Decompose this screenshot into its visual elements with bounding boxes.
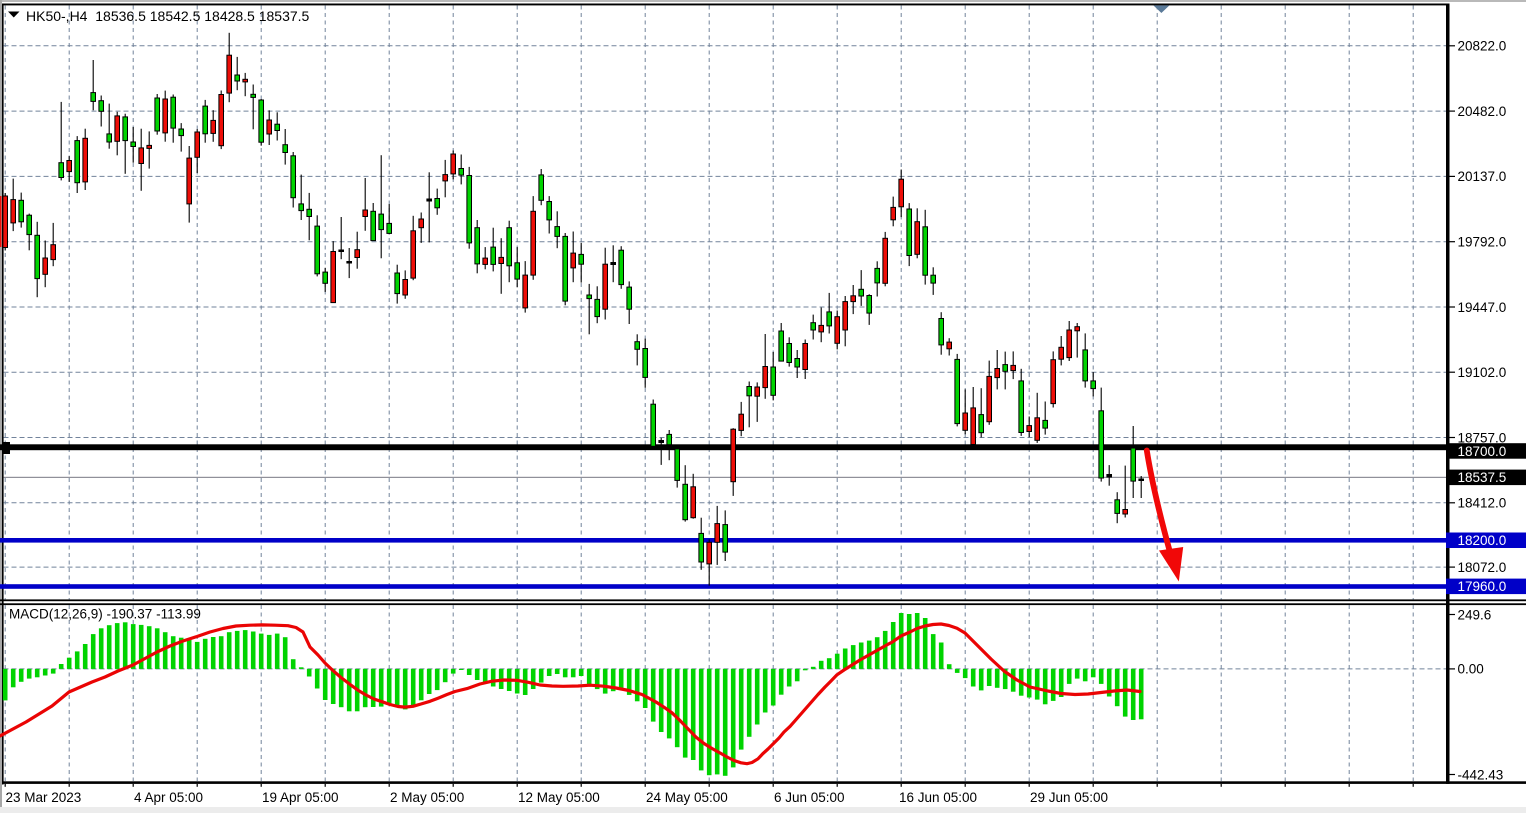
svg-text:4 Apr 05:00: 4 Apr 05:00 — [134, 790, 203, 805]
svg-text:29 Jun 05:00: 29 Jun 05:00 — [1030, 790, 1108, 805]
svg-text:19 Apr 05:00: 19 Apr 05:00 — [262, 790, 339, 805]
svg-text:18537.5: 18537.5 — [1458, 470, 1507, 485]
svg-text:16 Jun 05:00: 16 Jun 05:00 — [899, 790, 977, 805]
svg-text:2 May 05:00: 2 May 05:00 — [390, 790, 464, 805]
svg-text:19447.0: 19447.0 — [1458, 300, 1507, 315]
svg-text:6 Jun 05:00: 6 Jun 05:00 — [774, 790, 845, 805]
svg-text:-442.43: -442.43 — [1458, 767, 1504, 782]
svg-text:18757.0: 18757.0 — [1458, 430, 1507, 445]
svg-text:18412.0: 18412.0 — [1458, 496, 1507, 511]
svg-text:24 May 05:00: 24 May 05:00 — [646, 790, 728, 805]
svg-text:19102.0: 19102.0 — [1458, 365, 1507, 380]
svg-text:HK50-,H4 18536.5 18542.5 1842: HK50-,H4 18536.5 18542.5 18428.5 18537.5 — [26, 8, 310, 24]
svg-text:20137.0: 20137.0 — [1458, 169, 1507, 184]
svg-text:20482.0: 20482.0 — [1458, 104, 1507, 119]
svg-text:23 Mar 2023: 23 Mar 2023 — [6, 790, 82, 805]
svg-text:12 May 05:00: 12 May 05:00 — [518, 790, 600, 805]
svg-text:18200.0: 18200.0 — [1458, 533, 1507, 548]
svg-text:18700.0: 18700.0 — [1458, 444, 1507, 459]
svg-text:249.6: 249.6 — [1458, 607, 1492, 622]
svg-text:20822.0: 20822.0 — [1458, 39, 1507, 54]
svg-text:MACD(12,26,9) -190.37 -113.99: MACD(12,26,9) -190.37 -113.99 — [9, 607, 201, 622]
svg-text:18072.0: 18072.0 — [1458, 560, 1507, 575]
svg-text:19792.0: 19792.0 — [1458, 235, 1507, 250]
svg-text:17960.0: 17960.0 — [1458, 579, 1507, 594]
svg-text:0.00: 0.00 — [1458, 662, 1484, 677]
